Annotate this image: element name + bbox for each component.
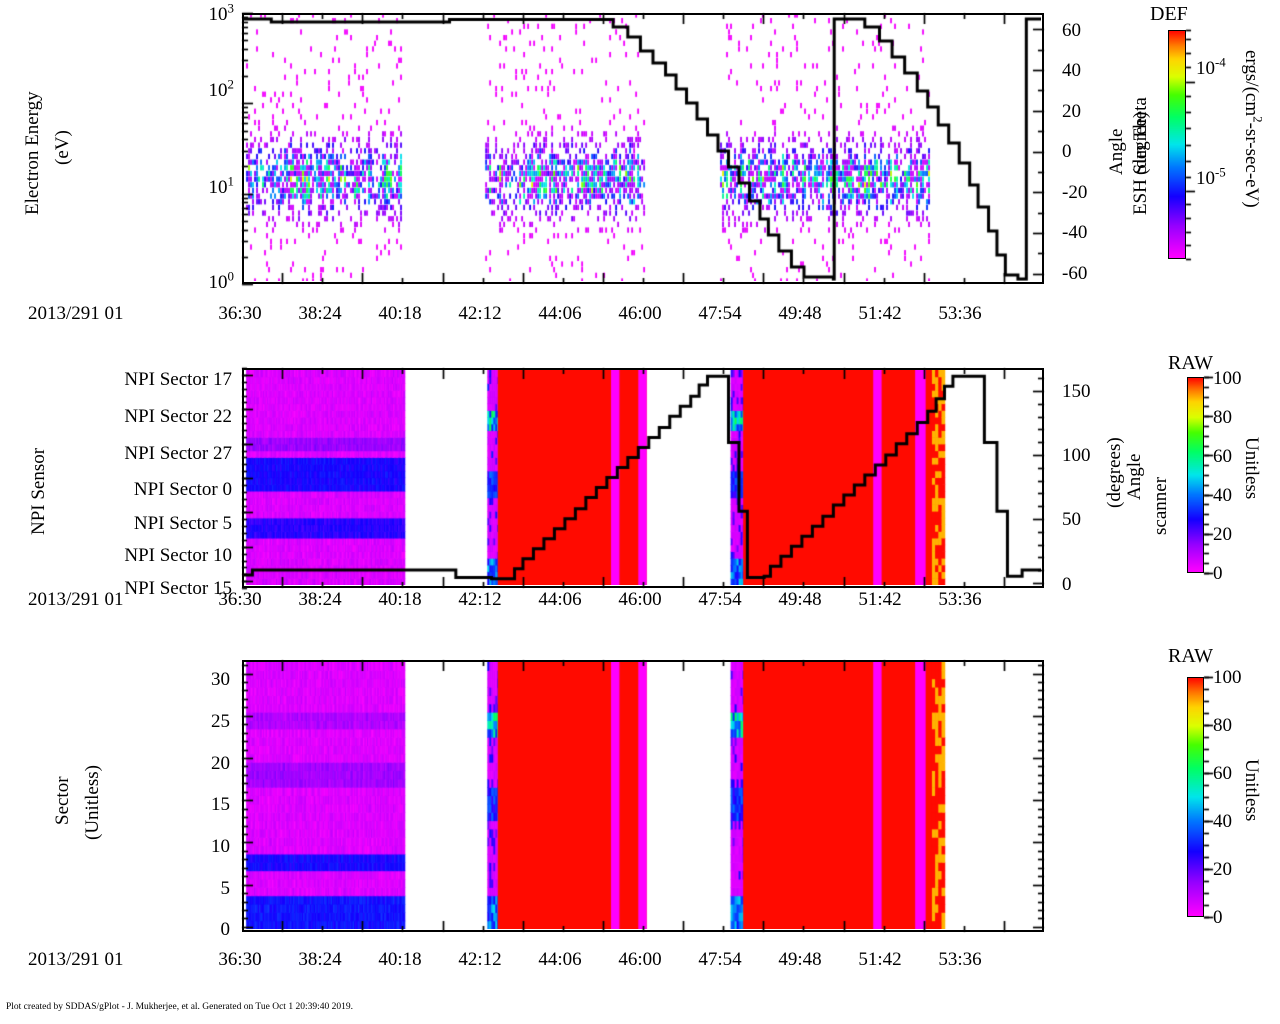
panel3-colorbar-title: RAW bbox=[1168, 645, 1214, 667]
panel2-right-ytick-150: 150 bbox=[1062, 381, 1091, 402]
figure-footer-credit: Plot created by SDDAS/gPlot - J. Mukherj… bbox=[6, 1002, 353, 1012]
panel1-right-ytick-m60: -60 bbox=[1062, 263, 1088, 284]
panel3-ytick-25: 25 bbox=[211, 711, 230, 732]
panel2-xtick-7: 49:48 bbox=[778, 589, 822, 610]
panel1-right-ytick-m20: -20 bbox=[1062, 182, 1088, 203]
panel1-xtick-2: 40:18 bbox=[378, 303, 422, 324]
panel2-xtick-8: 51:42 bbox=[858, 589, 902, 610]
panel1-xtick-5: 46:00 bbox=[618, 303, 662, 324]
panel1-right-ytick-m40: -40 bbox=[1062, 222, 1088, 243]
panel1-right-ytick-60: 60 bbox=[1062, 20, 1081, 41]
panel3-xtick-8: 51:42 bbox=[858, 949, 902, 970]
panel2-xtick-9: 53:36 bbox=[938, 589, 982, 610]
panel1-right-ytick-0: 0 bbox=[1062, 141, 1072, 162]
panel3-xtick-1: 38:24 bbox=[298, 949, 342, 970]
panel3-plot-frame bbox=[242, 660, 1044, 932]
panel3-colorbar-tick-60: 60 bbox=[1213, 763, 1232, 784]
panel2-colorbar bbox=[1187, 377, 1204, 573]
panel3-xtick-0: 36:30 bbox=[218, 949, 262, 970]
panel3-ytick-10: 10 bbox=[211, 836, 230, 857]
panel2-xtick-5: 46:00 bbox=[618, 589, 662, 610]
panel3-xtick-7: 49:48 bbox=[778, 949, 822, 970]
panel1-xtick-6: 47:54 bbox=[698, 303, 742, 324]
panel1-colorbar-tick-1e-4: 10-4 bbox=[1196, 54, 1226, 79]
panel2-colorbar-title: RAW bbox=[1168, 352, 1214, 374]
panel3-colorbar-tick-100: 100 bbox=[1213, 667, 1242, 688]
panel2-xtick-2: 40:18 bbox=[378, 589, 422, 610]
panel1-xtick-4: 44:06 bbox=[538, 303, 582, 324]
panel2-colorbar-tick-40: 40 bbox=[1213, 485, 1232, 506]
panel2-right-axis-label-2: Angle bbox=[1124, 453, 1145, 500]
panel3-ytick-5: 5 bbox=[220, 878, 231, 899]
panel2-right-ytick-50: 50 bbox=[1062, 509, 1081, 530]
panel3-xtick-6: 47:54 bbox=[698, 949, 742, 970]
panel1-xtick-7: 49:48 bbox=[778, 303, 822, 324]
panel3-ytick-0: 0 bbox=[220, 919, 231, 940]
panel1-right-axis-label-3: (degree) bbox=[1130, 111, 1151, 175]
panel2-xtick-4: 44:06 bbox=[538, 589, 582, 610]
panel1-colorbar-title: DEF bbox=[1150, 3, 1188, 25]
panel2-xtick-3: 42:12 bbox=[458, 589, 502, 610]
panel1-plot-frame bbox=[242, 13, 1044, 284]
panel3-colorbar-tick-80: 80 bbox=[1213, 715, 1232, 736]
panel1-xtick-3: 42:12 bbox=[458, 303, 502, 324]
panel3-xaxis-origin: 2013/291 01 bbox=[28, 949, 124, 970]
panel2-ylabel: NPI Sensor bbox=[28, 447, 49, 535]
panel2-xtick-1: 38:24 bbox=[298, 589, 342, 610]
panel2-colorbar-tick-20: 20 bbox=[1213, 524, 1232, 545]
panel3-colorbar bbox=[1187, 677, 1204, 917]
panel3-xtick-9: 53:36 bbox=[938, 949, 982, 970]
panel3-ytick-30: 30 bbox=[211, 669, 230, 690]
panel2-colorbar-unit: Unitless bbox=[1241, 437, 1262, 500]
panel1-right-ytick-40: 40 bbox=[1062, 60, 1081, 81]
panel2-ytick-sector-17: NPI Sector 17 bbox=[124, 369, 232, 390]
panel1-right-ytick-20: 20 bbox=[1062, 101, 1081, 122]
panel3-xtick-4: 44:06 bbox=[538, 949, 582, 970]
panel1-ylabel-line1: Electron Energy bbox=[22, 91, 43, 215]
panel1-ytick-100: 102 bbox=[208, 76, 234, 101]
panel3-colorbar-tick-0: 0 bbox=[1213, 907, 1223, 928]
panel2-colorbar-tick-60: 60 bbox=[1213, 446, 1232, 467]
panel3-colorbar-unit: Unitless bbox=[1241, 759, 1262, 822]
panel2-xaxis-origin: 2013/291 01 bbox=[28, 589, 124, 610]
panel2-plot-frame bbox=[242, 368, 1044, 588]
panel2-ytick-sector-27: NPI Sector 27 bbox=[124, 443, 232, 464]
panel2-xtick-0: 36:30 bbox=[218, 589, 262, 610]
panel3-ylabel-line2: (Unitless) bbox=[82, 765, 103, 840]
panel1-colorbar-tick-1e-5: 10-5 bbox=[1196, 164, 1226, 189]
panel1-colorbar bbox=[1168, 30, 1186, 259]
panel1-xtick-8: 51:42 bbox=[858, 303, 902, 324]
panel2-colorbar-tick-80: 80 bbox=[1213, 407, 1232, 428]
panel3-ytick-20: 20 bbox=[211, 753, 230, 774]
panel2-colorbar-tick-100: 100 bbox=[1213, 368, 1242, 389]
panel3-colorbar-tick-20: 20 bbox=[1213, 859, 1232, 880]
panel3-xtick-2: 40:18 bbox=[378, 949, 422, 970]
panel1-ytick-10: 101 bbox=[208, 173, 234, 198]
panel2-ytick-sector-22: NPI Sector 22 bbox=[124, 406, 232, 427]
panel2-ytick-sector-0: NPI Sector 0 bbox=[133, 479, 232, 500]
panel3-xtick-3: 42:12 bbox=[458, 949, 502, 970]
panel2-xtick-6: 47:54 bbox=[698, 589, 742, 610]
panel1-xaxis-origin: 2013/291 01 bbox=[28, 303, 124, 324]
panel1-right-axis-label-2: Angle bbox=[1106, 128, 1127, 175]
panel1-xtick-9: 53:36 bbox=[938, 303, 982, 324]
panel2-right-axis-label-3: (degrees) bbox=[1104, 437, 1125, 508]
panel2-ytick-sector-5: NPI Sector 5 bbox=[133, 513, 232, 534]
panel2-colorbar-tick-0: 0 bbox=[1213, 563, 1223, 584]
panel1-ytick-1: 100 bbox=[208, 268, 234, 293]
panel3-colorbar-tick-40: 40 bbox=[1213, 811, 1232, 832]
panel1-xtick-1: 38:24 bbox=[298, 303, 342, 324]
panel2-right-ytick-0: 0 bbox=[1062, 574, 1072, 595]
panel1-ylabel-line2: (eV) bbox=[52, 130, 73, 165]
panel1-colorbar-unit: ergs/(cm2-sr-sec-eV) bbox=[1241, 50, 1266, 208]
panel2-right-axis-label-1: scanner bbox=[1150, 476, 1171, 535]
panel3-xtick-5: 46:00 bbox=[618, 949, 662, 970]
panel1-xtick-0: 36:30 bbox=[218, 303, 262, 324]
panel1-ytick-1000: 103 bbox=[208, 0, 234, 25]
panel3-ylabel-line1: Sector bbox=[52, 776, 73, 825]
panel2-ytick-sector-10: NPI Sector 10 bbox=[124, 545, 232, 566]
panel2-right-ytick-100: 100 bbox=[1062, 445, 1091, 466]
panel3-ytick-15: 15 bbox=[211, 794, 230, 815]
